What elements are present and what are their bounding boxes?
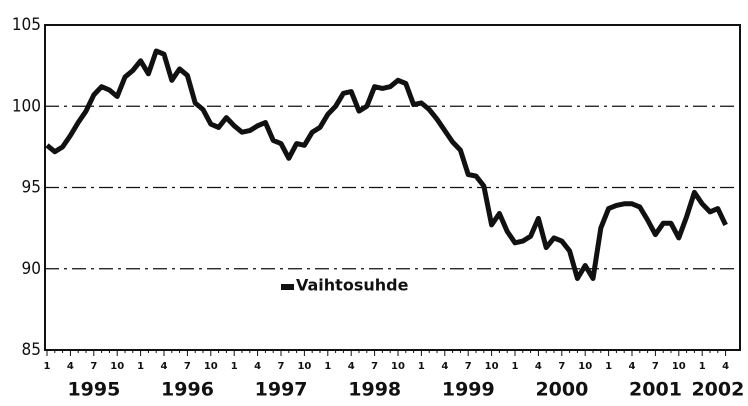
x-tick-label: 10 bbox=[672, 361, 686, 372]
x-tick-label: 10 bbox=[578, 361, 592, 372]
x-tick-label: 7 bbox=[558, 361, 565, 372]
x-tick-label: 4 bbox=[535, 361, 542, 372]
x-tick-label: 1 bbox=[605, 361, 612, 372]
x-tick-label: 10 bbox=[485, 361, 499, 372]
year-label: 2002 bbox=[691, 379, 744, 401]
x-tick-label: 7 bbox=[652, 361, 659, 372]
x-tick-label: 4 bbox=[348, 361, 355, 372]
x-tick-label: 4 bbox=[441, 361, 448, 372]
x-tick-label: 10 bbox=[297, 361, 311, 372]
y-tick-label: 105 bbox=[12, 15, 41, 35]
x-tick-label: 4 bbox=[629, 361, 636, 372]
year-label: 1999 bbox=[442, 379, 495, 401]
x-tick-label: 4 bbox=[722, 361, 729, 372]
x-tick-label: 1 bbox=[324, 361, 331, 372]
y-tick-label: 85 bbox=[22, 340, 41, 360]
x-tick-label: 7 bbox=[90, 361, 97, 372]
year-label: 2001 bbox=[629, 379, 682, 401]
x-tick-label: 1 bbox=[418, 361, 425, 372]
year-label: 2000 bbox=[535, 379, 588, 401]
y-tick-label: 100 bbox=[12, 96, 41, 116]
x-tick-label: 1 bbox=[44, 361, 51, 372]
x-tick-label: 4 bbox=[161, 361, 168, 372]
x-tick-label: 4 bbox=[254, 361, 261, 372]
y-tick-label: 95 bbox=[22, 178, 41, 198]
x-tick-label: 1 bbox=[137, 361, 144, 372]
x-tick-label: 7 bbox=[371, 361, 378, 372]
series-line bbox=[45, 48, 728, 281]
x-tick-label: 1 bbox=[231, 361, 238, 372]
x-tick-label: 1 bbox=[512, 361, 519, 372]
year-label: 1998 bbox=[348, 379, 401, 401]
x-tick-label: 7 bbox=[184, 361, 191, 372]
x-tick-label: 10 bbox=[391, 361, 405, 372]
x-tick-label: 1 bbox=[699, 361, 706, 372]
year-label: 1996 bbox=[161, 379, 214, 401]
x-tick-label: 4 bbox=[67, 361, 74, 372]
x-tick-label: 10 bbox=[204, 361, 218, 372]
x-tick-label: 7 bbox=[278, 361, 285, 372]
x-tick-label: 10 bbox=[110, 361, 124, 372]
year-label: 1995 bbox=[67, 379, 120, 401]
y-tick-label: 90 bbox=[22, 259, 41, 279]
x-tick-label: 7 bbox=[465, 361, 472, 372]
legend-label: Vaihtosuhde bbox=[296, 276, 409, 295]
year-label: 1997 bbox=[255, 379, 308, 401]
